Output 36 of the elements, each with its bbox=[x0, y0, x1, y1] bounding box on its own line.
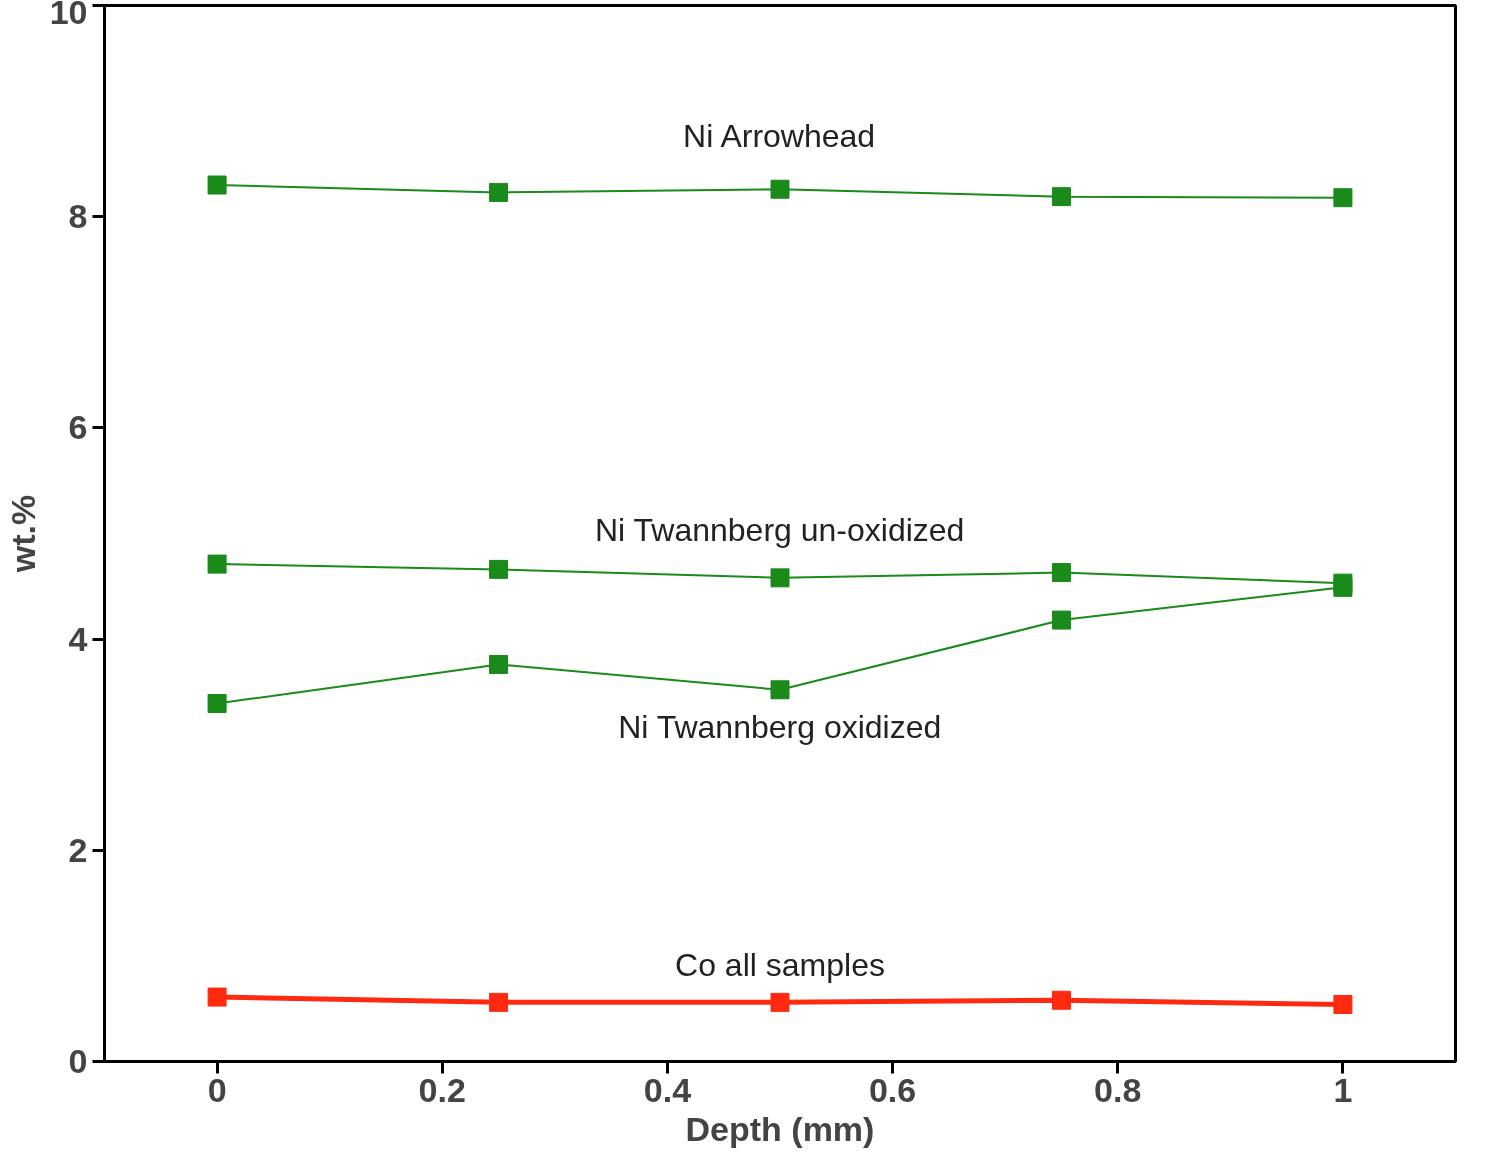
y-tick-label: 8 bbox=[68, 197, 88, 236]
point bbox=[489, 992, 509, 1012]
point bbox=[207, 554, 227, 574]
x-tick-label: 1 bbox=[1333, 1070, 1353, 1109]
series-label: Ni Twannberg un-oxidized bbox=[595, 512, 965, 549]
y-tick-label: 2 bbox=[68, 830, 88, 869]
point bbox=[207, 987, 227, 1007]
x-tick-label: 0.2 bbox=[418, 1070, 466, 1109]
point bbox=[1333, 188, 1353, 208]
point bbox=[207, 175, 227, 195]
x-tick-label: 0 bbox=[207, 1070, 227, 1109]
point bbox=[770, 680, 790, 700]
point bbox=[489, 182, 509, 202]
point bbox=[489, 559, 509, 579]
x-tick-label: 0.4 bbox=[643, 1070, 692, 1109]
point bbox=[1333, 994, 1353, 1014]
point bbox=[1051, 990, 1071, 1010]
point bbox=[1051, 187, 1071, 207]
y-axis-title: wt.% bbox=[3, 494, 42, 574]
y-tick-label: 4 bbox=[68, 619, 88, 658]
x-tick-label: 0.6 bbox=[868, 1070, 917, 1109]
series-label: Ni Twannberg oxidized bbox=[618, 708, 942, 745]
x-axis-title: Depth (mm) bbox=[685, 1109, 875, 1148]
point bbox=[1051, 610, 1071, 630]
y-tick-label: 0 bbox=[68, 1042, 88, 1080]
point bbox=[770, 568, 790, 588]
x-tick-label: 0.8 bbox=[1094, 1070, 1142, 1109]
y-tick-label: 10 bbox=[49, 0, 88, 31]
point bbox=[770, 992, 790, 1012]
point bbox=[489, 654, 509, 674]
point bbox=[770, 179, 790, 199]
series-label: Co all samples bbox=[675, 947, 885, 984]
series-label: Ni Arrowhead bbox=[683, 118, 876, 155]
point bbox=[1051, 563, 1071, 583]
y-tick-label: 6 bbox=[68, 408, 88, 447]
point bbox=[207, 694, 227, 714]
